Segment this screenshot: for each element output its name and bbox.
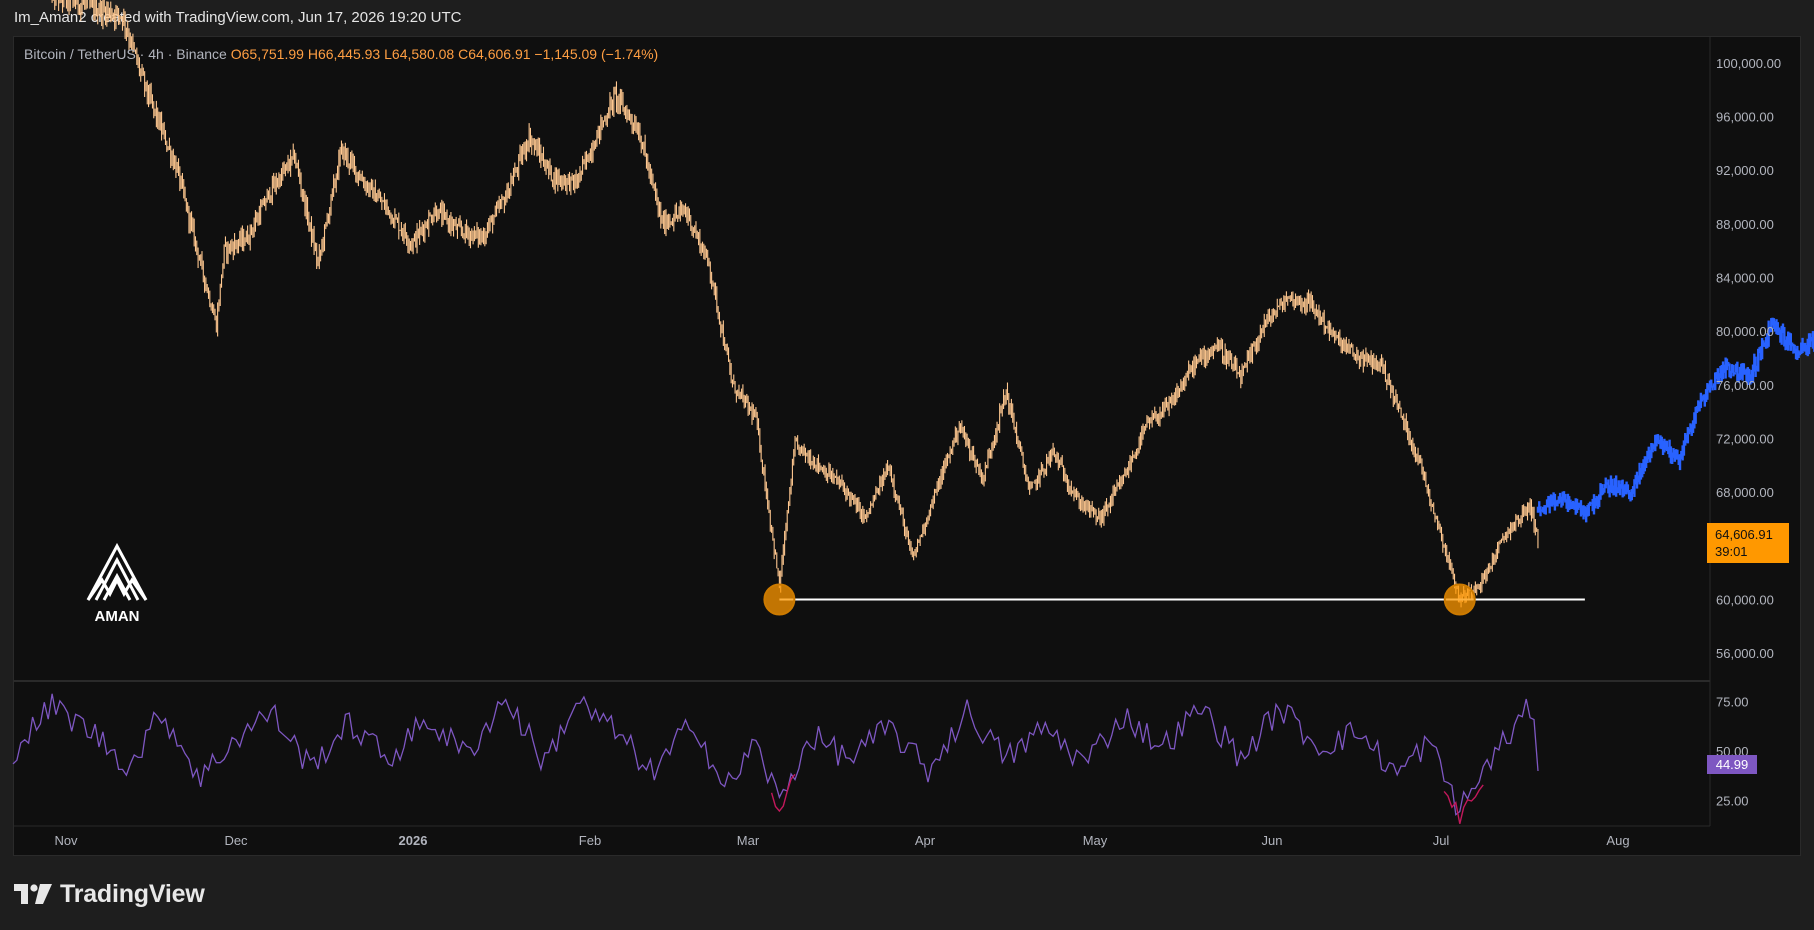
chart-frame[interactable]	[13, 36, 1801, 856]
rsi-value-tag: 44.99	[1707, 755, 1757, 774]
low-label: L	[384, 46, 392, 62]
aman-logo: AMAN	[84, 542, 150, 631]
close-value: 64,606.91	[468, 46, 531, 62]
price-axis-tick: 76,000.00	[1716, 378, 1774, 393]
projection-series	[1536, 317, 1814, 523]
aman-logo-icon: AMAN	[86, 542, 148, 625]
time-axis-tick: May	[1083, 833, 1108, 848]
low-marker	[763, 583, 796, 616]
price-axis-tick: 88,000.00	[1716, 217, 1774, 232]
price-axis-tick: 100,000.00	[1716, 56, 1781, 71]
high-value: 66,445.93	[317, 46, 381, 62]
attribution-text: Im_Aman2 created with TradingView.com, J…	[14, 9, 462, 26]
open-label: O	[230, 46, 242, 62]
rsi-oversold-segment	[1443, 784, 1484, 824]
low-value: 64,580.08	[391, 46, 455, 62]
symbol-label[interactable]: Bitcoin / TetherUS · 4h · Binance	[24, 46, 227, 62]
tradingview-logo-icon	[14, 884, 52, 904]
time-axis-tick: 2026	[399, 833, 428, 848]
price-axis-tick: 96,000.00	[1716, 110, 1774, 125]
price-axis-tick: 84,000.00	[1716, 271, 1774, 286]
last-price-tag: 64,606.91 39:01	[1707, 523, 1789, 563]
price-axis-tick: 80,000.00	[1716, 324, 1774, 339]
price-axis-tick: 92,000.00	[1716, 163, 1774, 178]
time-axis-tick: Aug	[1606, 833, 1629, 848]
chart-grid	[13, 37, 1711, 827]
time-axis-tick: Feb	[579, 833, 601, 848]
high-label: H	[307, 46, 318, 62]
rsi-axis-tick: 25.00	[1716, 793, 1749, 808]
open-value: 65,751.99	[241, 46, 304, 62]
last-price-value: 64,606.91	[1715, 527, 1773, 542]
tradingview-wordmark: TradingView	[60, 879, 205, 908]
price-series	[51, 0, 1539, 608]
logo-text: AMAN	[95, 608, 140, 625]
bar-countdown: 39:01	[1715, 544, 1748, 559]
close-label: C	[458, 46, 469, 62]
tradingview-branding[interactable]: TradingView	[14, 878, 205, 910]
low-marker	[1443, 583, 1476, 616]
time-axis-tick: Dec	[224, 833, 248, 848]
ohlc-legend: Bitcoin / TetherUS · 4h · Binance O65,75…	[24, 46, 658, 62]
rsi-line	[12, 693, 1539, 816]
price-axis-tick: 56,000.00	[1716, 646, 1774, 661]
chart-axes: 100,000.00 96,000.00 92,000.00 88,000.00 84,…	[54, 56, 1781, 848]
price-axis-tick: 68,000.00	[1716, 485, 1774, 500]
price-axis-tick: 60,000.00	[1716, 593, 1774, 608]
time-axis-tick: Nov	[54, 833, 78, 848]
time-axis-tick: Jul	[1433, 833, 1450, 848]
time-axis-tick: Mar	[737, 833, 760, 848]
rsi-axis-tick: 75.00	[1716, 695, 1749, 710]
time-axis-tick: Jun	[1262, 833, 1283, 848]
price-axis-tick: 72,000.00	[1716, 432, 1774, 447]
time-axis-tick: Apr	[915, 833, 936, 848]
change-value: −1,145.09 (−1.74%)	[534, 46, 659, 62]
chart-overlays	[763, 583, 1585, 616]
rsi-oversold-segment	[770, 773, 796, 813]
rsi-series	[12, 693, 1539, 824]
